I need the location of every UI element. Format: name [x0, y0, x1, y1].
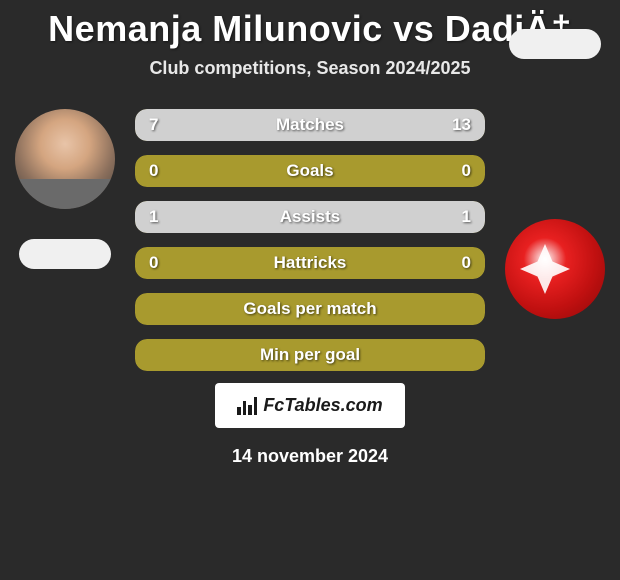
stat-left-value: 7 — [149, 115, 158, 135]
watermark: FcTables.com — [215, 383, 404, 428]
player2-club-badge — [505, 219, 605, 319]
stat-label: Hattricks — [274, 253, 347, 273]
player2-club-pill — [509, 29, 601, 59]
stat-right-value: 0 — [462, 253, 471, 273]
stat-row: 0 0 Goals — [135, 155, 485, 187]
stat-label: Goals per match — [243, 299, 376, 319]
stat-label: Goals — [286, 161, 333, 181]
stat-row: Goals per match — [135, 293, 485, 325]
player1-avatar — [15, 109, 115, 209]
stat-left-value: 1 — [149, 207, 158, 227]
stat-label: Assists — [280, 207, 340, 227]
content-row: 7 13 Matches 0 0 Goals 1 1 Assists 0 0 Hattricks Goa… — [0, 109, 620, 371]
stat-right-value: 13 — [452, 115, 471, 135]
stats-column: 7 13 Matches 0 0 Goals 1 1 Assists 0 0 Hattricks Goa… — [135, 109, 485, 371]
player1-club-pill — [19, 239, 111, 269]
stat-row: Min per goal — [135, 339, 485, 371]
page-title: Nemanja Milunovic vs DadiÄ‡ — [48, 8, 572, 50]
stat-right-value: 0 — [462, 161, 471, 181]
stat-right-value: 1 — [462, 207, 471, 227]
stat-label: Min per goal — [260, 345, 360, 365]
stat-left-value: 0 — [149, 253, 158, 273]
right-column — [505, 109, 605, 349]
stat-label: Matches — [276, 115, 344, 135]
left-column — [15, 109, 115, 269]
stat-row: 1 1 Assists — [135, 201, 485, 233]
stat-row: 0 0 Hattricks — [135, 247, 485, 279]
watermark-text: FcTables.com — [263, 395, 382, 416]
comparison-card: Nemanja Milunovic vs DadiÄ‡ Club competi… — [0, 0, 620, 580]
chart-icon — [237, 397, 257, 415]
subtitle: Club competitions, Season 2024/2025 — [149, 58, 470, 79]
stat-row: 7 13 Matches — [135, 109, 485, 141]
stat-left-value: 0 — [149, 161, 158, 181]
date-text: 14 november 2024 — [232, 446, 388, 467]
